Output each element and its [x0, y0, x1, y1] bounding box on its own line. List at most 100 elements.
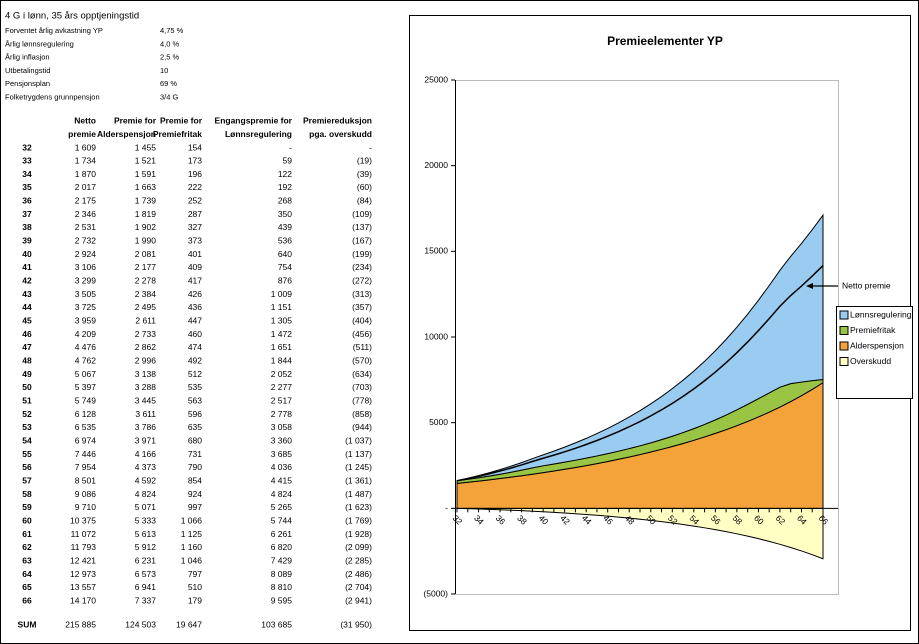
table-cell: 373 [188, 236, 202, 246]
table-cell: 5 067 [75, 369, 97, 379]
param-label: Utbetalingstid [5, 66, 50, 75]
params-title: 4 G i lønn, 35 års opptjeningstid [5, 11, 139, 22]
row-age: 47 [22, 342, 32, 352]
table-cell: 1 870 [75, 169, 97, 179]
table-cell: 222 [188, 182, 202, 192]
row-age: 62 [22, 542, 32, 552]
table-cell: 1 009 [271, 289, 293, 299]
table-cell: 790 [188, 462, 202, 472]
table-cell: 8 501 [75, 476, 97, 486]
table-cell: 9 086 [75, 489, 97, 499]
y-tick-label: 10000 [424, 331, 448, 341]
y-tick-label: 25000 [424, 74, 448, 84]
legend-label: Alderspensjon [850, 340, 904, 350]
row-age: 42 [22, 276, 32, 286]
row-age: 34 [22, 169, 32, 179]
row-age: 46 [22, 329, 32, 339]
table-cell: (570) [352, 356, 372, 366]
table-cell: 3 299 [75, 276, 97, 286]
column-header: Engangspremie for [215, 115, 293, 125]
row-age: 33 [22, 156, 32, 166]
column-header: Premie for [160, 115, 203, 125]
table-cell: 4 824 [135, 489, 157, 499]
column-header: pga. overskudd [309, 129, 372, 139]
table-cell: 3 360 [271, 436, 293, 446]
table-cell: 535 [188, 382, 202, 392]
table-cell: (1 487) [345, 489, 372, 499]
table-cell: 1 734 [75, 156, 97, 166]
row-age: 43 [22, 289, 32, 299]
table-cell: 797 [188, 569, 202, 579]
table-cell: 997 [188, 502, 202, 512]
table-cell: (1 623) [345, 502, 372, 512]
table-cell: (357) [352, 302, 372, 312]
legend-label: Overskudd [850, 356, 891, 366]
y-tick-label: - [445, 503, 448, 513]
table-cell: (511) [353, 342, 372, 352]
area [456, 213, 824, 482]
table-cell: (2 941) [345, 595, 372, 605]
param-value: 3/4 G [160, 92, 179, 101]
table-cell: 122 [278, 169, 292, 179]
table-cell: 9 595 [271, 595, 293, 605]
table-cell: 2 177 [135, 262, 157, 272]
row-age: 57 [22, 476, 32, 486]
y-tick-label: (5000) [423, 588, 448, 598]
table-cell: 474 [188, 342, 202, 352]
table-cell: 4 592 [135, 476, 157, 486]
table-cell: (944) [352, 422, 372, 432]
annotation: Netto premie [842, 280, 891, 290]
table-cell: (137) [352, 222, 372, 232]
table-cell: 2 277 [271, 382, 293, 392]
table-cell: 2 017 [75, 182, 97, 192]
table-cell: 1 739 [135, 196, 157, 206]
table-cell: 154 [188, 142, 202, 152]
row-age: 66 [22, 595, 32, 605]
table-cell: 4 476 [75, 342, 97, 352]
table-cell: 2 611 [135, 316, 156, 326]
table-cell: 1 591 [135, 169, 157, 179]
table-cell: 13 557 [70, 582, 96, 592]
table-cell: 754 [278, 262, 292, 272]
row-age: 45 [22, 316, 32, 326]
param-value: 10 [160, 66, 168, 75]
table-cell: 3 611 [135, 409, 156, 419]
row-age: 48 [22, 356, 32, 366]
table-cell: 1 990 [135, 236, 157, 246]
table-cell: 6 535 [75, 422, 97, 432]
sum-cell: 103 685 [261, 619, 292, 629]
line [456, 265, 824, 482]
table-cell: (60) [357, 182, 372, 192]
table-cell: (313) [352, 289, 372, 299]
table-cell: (2 486) [345, 569, 372, 579]
table-cell: 924 [188, 489, 202, 499]
table-cell: (272) [352, 276, 372, 286]
table-cell: 3 138 [135, 369, 157, 379]
table-cell: 1 472 [271, 329, 293, 339]
table-cell: 5 397 [75, 382, 97, 392]
table-cell: 196 [188, 169, 202, 179]
table-cell: 5 071 [135, 502, 157, 512]
table-cell: 2 052 [271, 369, 293, 379]
legend-swatch [839, 326, 849, 335]
table-cell: 4 373 [135, 462, 157, 472]
table-cell: 1 125 [181, 529, 203, 539]
table-cell: (2 099) [345, 542, 372, 552]
table-cell: (1 137) [345, 449, 372, 459]
table-cell: 12 973 [70, 569, 96, 579]
row-age: 61 [22, 529, 32, 539]
table-cell: 409 [188, 262, 202, 272]
table-cell: 6 573 [135, 569, 157, 579]
table-cell: 3 445 [135, 396, 157, 406]
sum-cell: 215 885 [65, 619, 96, 629]
sum-cell: (31 950) [340, 619, 372, 629]
row-age: 53 [22, 422, 32, 432]
table-cell: 512 [188, 369, 202, 379]
table-cell: 11 072 [71, 529, 97, 539]
row-age: 37 [22, 209, 32, 219]
table-cell: (1 928) [345, 529, 372, 539]
table-cell: 3 505 [75, 289, 97, 299]
table-cell: 6 231 [135, 555, 157, 565]
table-cell: 3 959 [75, 316, 97, 326]
table-cell: 596 [188, 409, 202, 419]
